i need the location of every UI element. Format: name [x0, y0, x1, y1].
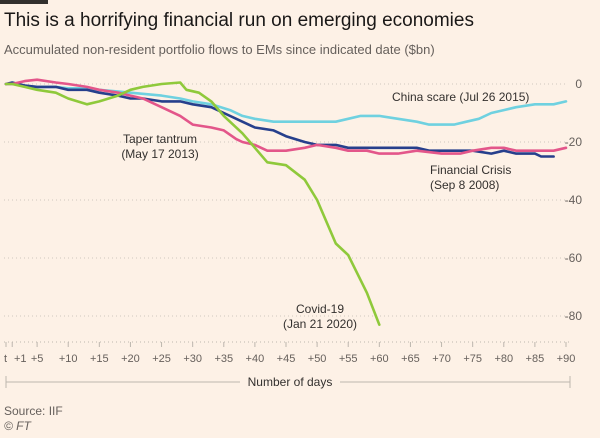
x-axis-ticks: t +1 +5 +10 +15 +20 +25 +30 +35 +40 +45 +50 +55 +60 +6… — [4, 342, 575, 365]
series-lines — [4, 78, 568, 326]
y-tick-label: -60 — [565, 251, 583, 265]
source-note: Source: IIF — [4, 404, 63, 418]
series-annotation: China scare (Jul 26 2015) — [392, 90, 529, 104]
x-tick-label: +45 — [277, 353, 296, 365]
x-tick-label: +20 — [121, 353, 140, 365]
x-tick-label: +85 — [526, 353, 545, 365]
x-tick-label: +5 — [31, 353, 44, 365]
series-annotation: Covid-19 — [296, 302, 344, 316]
grid-lines — [4, 83, 568, 317]
series-line — [4, 78, 568, 155]
x-tick-label: +80 — [494, 353, 513, 365]
y-tick-label: 0 — [575, 77, 582, 91]
x-tick-label: +50 — [308, 353, 327, 365]
x-tick-label: t — [4, 353, 7, 365]
series-annotation: Taper tantrum — [123, 132, 197, 146]
series-annotations: China scare (Jul 26 2015) Taper tantrum(M… — [121, 90, 529, 331]
x-tick-label: +25 — [152, 353, 171, 365]
x-tick-label: +30 — [183, 353, 202, 365]
x-tick-label: +65 — [401, 353, 420, 365]
y-tick-label: -20 — [565, 135, 583, 149]
series-annotation: (Jan 21 2020) — [283, 317, 357, 331]
x-tick-label: +10 — [59, 353, 78, 365]
y-tick-label: -80 — [565, 309, 583, 323]
top-rule — [0, 0, 48, 4]
chart-title: This is a horrifying financial run on em… — [4, 10, 474, 31]
series-annotation: (May 17 2013) — [121, 147, 198, 161]
y-tick-label: -40 — [565, 193, 583, 207]
series-line — [4, 82, 568, 126]
chart-subtitle: Accumulated non-resident portfolio flows… — [4, 42, 435, 57]
x-tick-label: +70 — [432, 353, 451, 365]
x-tick-label: +75 — [463, 353, 482, 365]
x-tick-label: +15 — [90, 353, 109, 365]
x-tick-label: +90 — [557, 353, 576, 365]
x-axis-label: Number of days — [248, 375, 333, 389]
series-line — [4, 81, 381, 326]
x-tick-label: +1 — [14, 353, 27, 365]
x-axis: Number of days — [4, 341, 571, 389]
x-tick-label: +35 — [214, 353, 233, 365]
x-tick-label: +55 — [339, 353, 358, 365]
x-tick-label: +60 — [370, 353, 389, 365]
y-axis-ticks: 0 -20 -40 -60 -80 — [565, 77, 583, 323]
series-annotation: Financial Crisis — [430, 163, 511, 177]
series-annotation: (Sep 8 2008) — [430, 178, 499, 192]
x-tick-label: +40 — [246, 353, 265, 365]
credit-note: © FT — [4, 419, 31, 433]
